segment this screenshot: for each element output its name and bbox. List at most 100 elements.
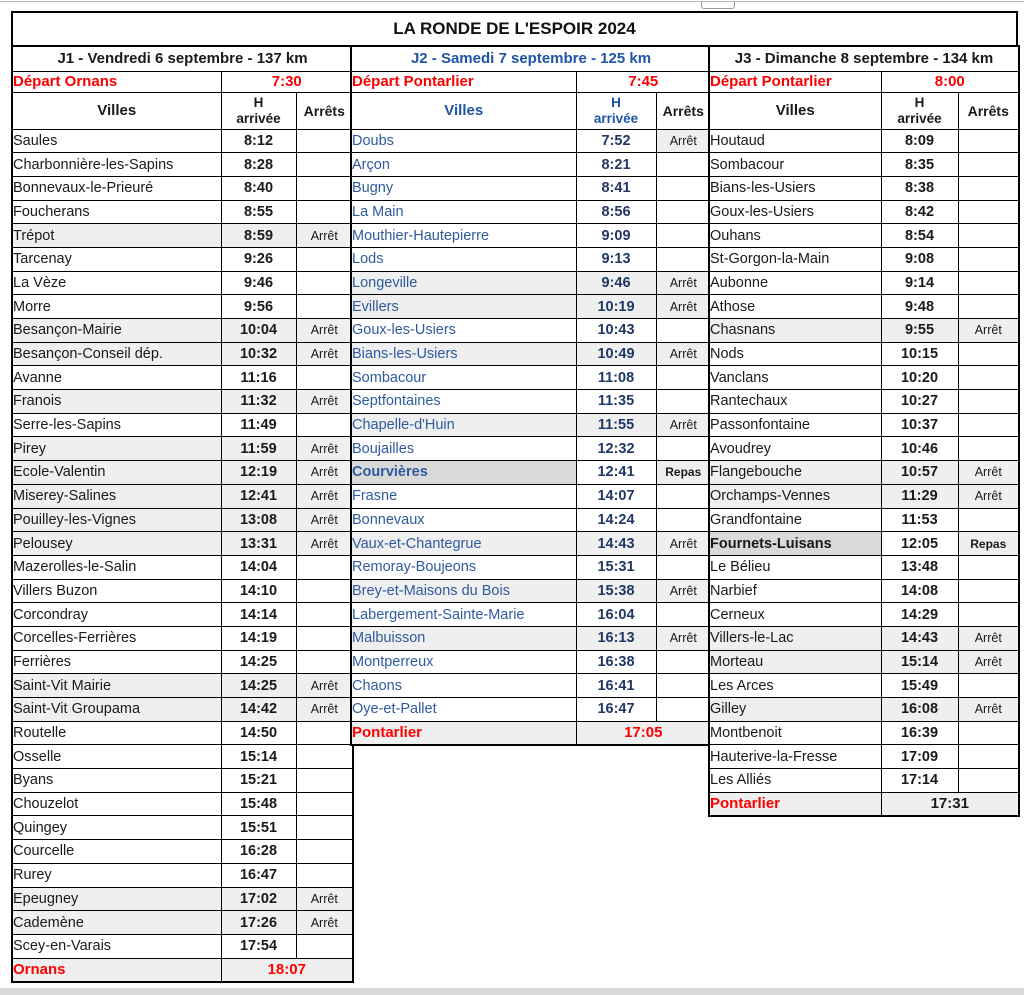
stop-cell: Arrêt bbox=[295, 389, 354, 414]
stop-cell: Arrêt bbox=[957, 625, 1020, 651]
villes-column-header: Villes bbox=[350, 91, 577, 130]
stop-cell: Arrêt bbox=[655, 625, 712, 651]
villes-column-header: Villes bbox=[708, 91, 882, 130]
city-row: Osselle 15:14 bbox=[11, 744, 354, 770]
city-name-cell: Mouthier-Hautepierre bbox=[350, 223, 577, 248]
arrival-time-cell: 15:31 bbox=[575, 554, 657, 580]
city-row: Frasne 14:07 bbox=[350, 483, 712, 509]
arrival-time-cell: 14:07 bbox=[575, 483, 657, 509]
arrival-header-line2: arrivée bbox=[593, 110, 639, 126]
city-row: Avanne 11:16 bbox=[11, 365, 354, 391]
arrival-time-cell: 16:41 bbox=[575, 673, 657, 698]
city-row: Pirey 11:59 Arrêt bbox=[11, 436, 354, 462]
stop-cell: Arrêt bbox=[655, 128, 712, 154]
city-name-cell: Passonfontaine bbox=[708, 412, 882, 438]
city-row: Mazerolles-le-Salin 14:04 bbox=[11, 554, 354, 580]
city-row: Les Alliés 17:14 bbox=[708, 768, 1020, 793]
arrival-time-cell: 14:43 bbox=[575, 531, 657, 556]
stop-cell bbox=[655, 246, 712, 272]
arrival-time-cell: 15:14 bbox=[220, 744, 297, 770]
city-row: Villers-le-Lac 14:43 Arrêt bbox=[708, 625, 1020, 651]
arrival-time-cell: 15:48 bbox=[220, 791, 297, 817]
city-name-cell: Besançon-Conseil dép. bbox=[11, 341, 222, 367]
city-row: Chasnans 9:55 Arrêt bbox=[708, 318, 1020, 343]
city-name-cell: Besançon-Mairie bbox=[11, 318, 222, 343]
city-name-cell: Chasnans bbox=[708, 318, 882, 343]
city-name-cell: Serre-les-Sapins bbox=[11, 412, 222, 438]
stop-cell: Repas bbox=[655, 460, 712, 485]
city-row: Houtaud 8:09 bbox=[708, 128, 1020, 154]
city-name-cell: La Main bbox=[350, 199, 577, 225]
city-row: Hauterive-la-Fresse 17:09 bbox=[708, 744, 1020, 770]
city-name-cell: Houtaud bbox=[708, 128, 882, 154]
stop-cell bbox=[295, 602, 354, 627]
city-row: Grandfontaine 11:53 bbox=[708, 507, 1020, 533]
city-name-cell: Fournets-Luisans bbox=[708, 531, 882, 556]
city-row: Bians-les-Usiers 10:49 Arrêt bbox=[350, 341, 712, 367]
arrival-time-cell: 16:47 bbox=[575, 697, 657, 722]
stop-cell: Arrêt bbox=[295, 436, 354, 462]
stop-cell: Arrêt bbox=[957, 697, 1020, 722]
arrival-time-cell: 14:04 bbox=[220, 554, 297, 580]
city-row: Orchamps-Vennes 11:29 Arrêt bbox=[708, 483, 1020, 509]
city-name-cell: Morteau bbox=[708, 649, 882, 675]
depart-row: Départ Ornans 7:30 bbox=[11, 70, 354, 93]
arrival-time-cell: 10:32 bbox=[220, 341, 297, 367]
city-name-cell: Remoray-Boujeons bbox=[350, 554, 577, 580]
stop-cell bbox=[295, 175, 354, 201]
city-name-cell: Tarcenay bbox=[11, 246, 222, 272]
stop-cell bbox=[295, 152, 354, 177]
city-row: Boujailles 12:32 bbox=[350, 436, 712, 462]
stop-cell bbox=[957, 341, 1020, 367]
day-header-row: J1 - Vendredi 6 septembre - 137 km bbox=[11, 45, 354, 72]
city-row: Goux-les-Usiers 10:43 bbox=[350, 318, 712, 343]
arrets-column-header: Arrêts bbox=[655, 91, 712, 130]
city-row: Routelle 14:50 bbox=[11, 720, 354, 746]
stop-cell bbox=[295, 815, 354, 841]
city-row: Le Bélieu 13:48 bbox=[708, 554, 1020, 580]
day-header-label: J3 - Dimanche 8 septembre - 134 km bbox=[708, 45, 1020, 72]
city-row: Courvières 12:41 Repas bbox=[350, 460, 712, 485]
stop-cell bbox=[957, 246, 1020, 272]
stop-cell bbox=[957, 294, 1020, 319]
city-row: Flangebouche 10:57 Arrêt bbox=[708, 460, 1020, 485]
city-row: Corcelles-Ferrières 14:19 bbox=[11, 625, 354, 651]
arrival-time-cell: 10:15 bbox=[880, 341, 959, 367]
stop-cell bbox=[295, 294, 354, 319]
city-name-cell: Pouilley-les-Vignes bbox=[11, 507, 222, 533]
city-name-cell: Montbenoit bbox=[708, 720, 882, 746]
arrival-time-cell: 14:24 bbox=[575, 507, 657, 533]
stop-cell bbox=[957, 365, 1020, 391]
day-header-label: J1 - Vendredi 6 septembre - 137 km bbox=[11, 45, 354, 72]
arrival-time-cell: 9:46 bbox=[575, 270, 657, 296]
city-name-cell: Pelousey bbox=[11, 531, 222, 556]
city-name-cell: Nods bbox=[708, 341, 882, 367]
city-name-cell: Boujailles bbox=[350, 436, 577, 462]
arrival-time-cell: 9:08 bbox=[880, 246, 959, 272]
stop-cell: Arrêt bbox=[295, 531, 354, 556]
stop-cell: Arrêt bbox=[957, 649, 1020, 675]
arrival-time-cell: 10:27 bbox=[880, 389, 959, 414]
city-name-cell: Ferrières bbox=[11, 649, 222, 675]
city-name-cell: Longeville bbox=[350, 270, 577, 296]
stop-cell: Arrêt bbox=[295, 460, 354, 485]
final-city-cell: Ornans bbox=[11, 957, 222, 983]
city-row: Vaux-et-Chantegrue 14:43 Arrêt bbox=[350, 531, 712, 556]
depart-time: 8:00 bbox=[880, 70, 1020, 93]
city-row: La Main 8:56 bbox=[350, 199, 712, 225]
stop-cell bbox=[957, 578, 1020, 604]
arrival-time-cell: 9:26 bbox=[220, 246, 297, 272]
arrival-time-cell: 10:19 bbox=[575, 294, 657, 319]
city-row: Trépot 8:59 Arrêt bbox=[11, 223, 354, 248]
stop-cell bbox=[295, 768, 354, 793]
stop-cell bbox=[957, 768, 1020, 793]
stop-cell bbox=[295, 199, 354, 225]
arrival-time-cell: 10:04 bbox=[220, 318, 297, 343]
arrival-time-cell: 7:52 bbox=[575, 128, 657, 154]
stop-cell: Arrêt bbox=[655, 294, 712, 319]
arrival-time-cell: 12:41 bbox=[220, 483, 297, 509]
day1-schedule-table: J1 - Vendredi 6 septembre - 137 km Départ… bbox=[11, 45, 355, 983]
city-row: Chouzelot 15:48 bbox=[11, 791, 354, 817]
city-name-cell: Septfontaines bbox=[350, 389, 577, 414]
